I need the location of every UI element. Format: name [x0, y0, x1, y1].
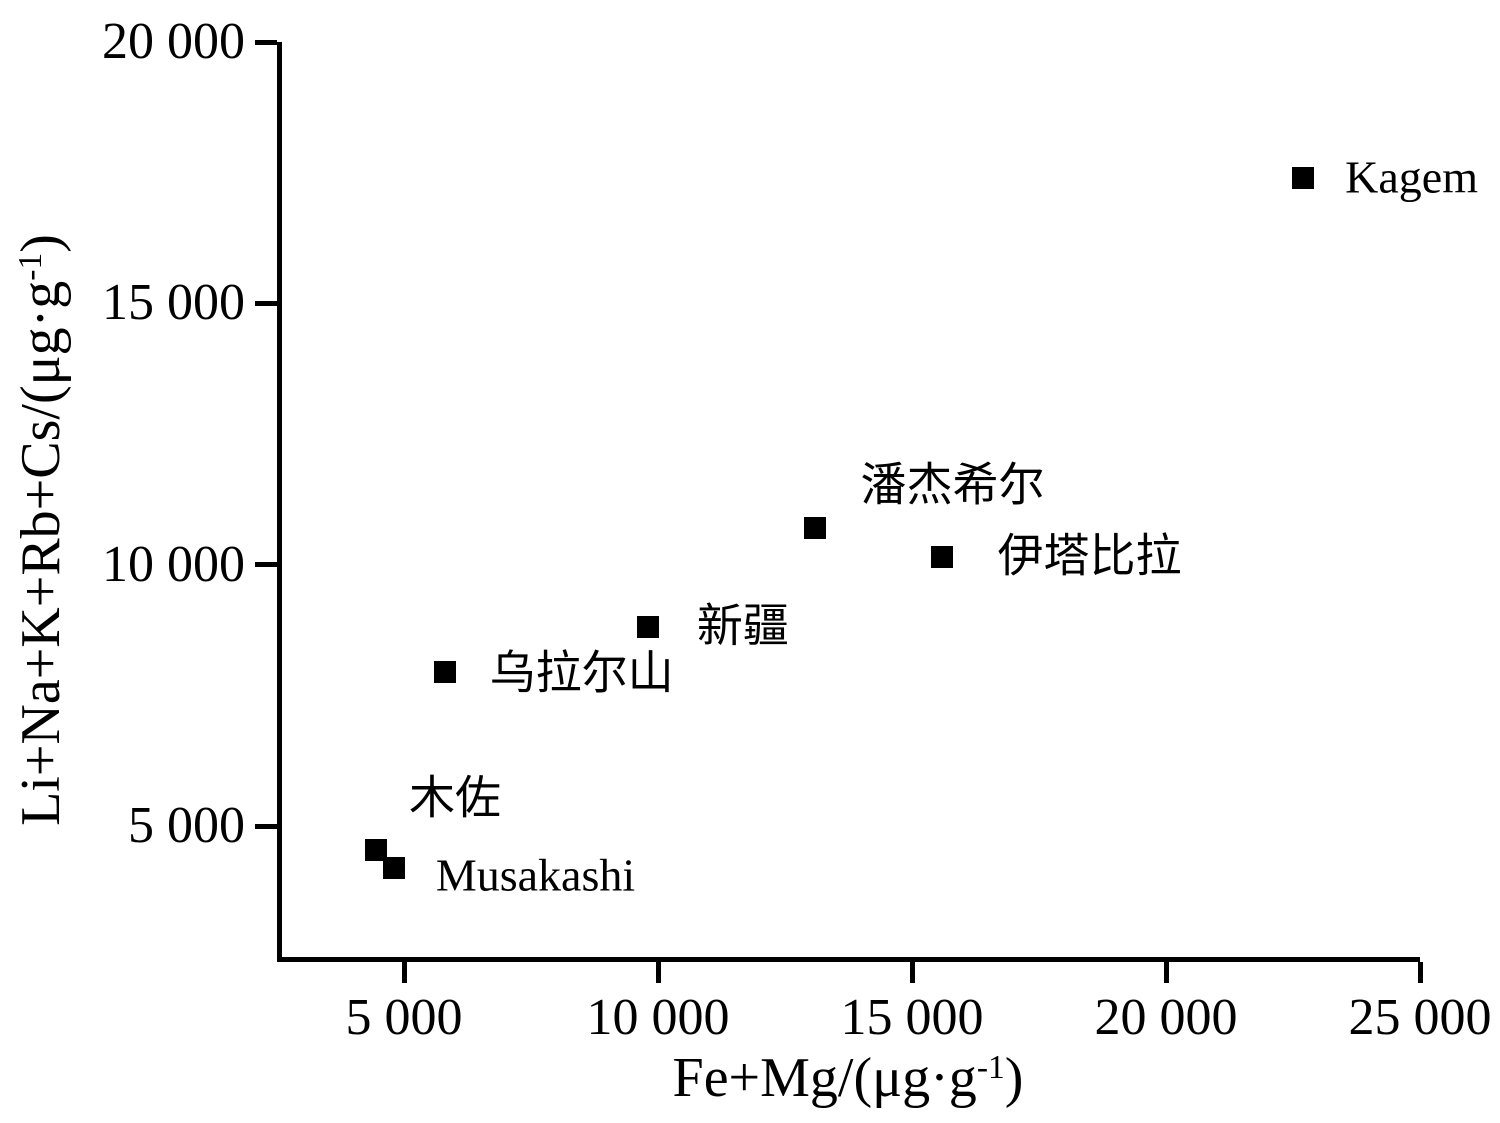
x-axis-tick-label: 25 000	[1348, 989, 1492, 1046]
data-point-marker	[382, 856, 405, 879]
data-point-label: 木佐	[409, 772, 502, 824]
x-axis-title-text: Fe+Mg/(μg·g	[672, 1047, 977, 1109]
x-axis-tick	[1417, 962, 1423, 983]
x-axis-title-superscript: -1	[976, 1048, 1005, 1086]
data-point-marker	[931, 545, 954, 568]
x-axis-tick-label: 10 000	[586, 989, 730, 1046]
data-point-marker	[433, 660, 456, 683]
data-point-marker	[1292, 166, 1315, 189]
data-point-label: 伊塔比拉	[997, 530, 1182, 582]
data-point-marker	[365, 839, 388, 862]
y-axis-tick	[255, 300, 277, 306]
data-point-marker	[636, 616, 659, 639]
y-axis-tick-label: 20 000	[102, 13, 245, 70]
data-point-label: 潘杰希尔	[860, 459, 1045, 511]
x-axis-tick	[909, 962, 915, 983]
x-axis-tick-label: 15 000	[840, 989, 984, 1046]
y-axis-tick-label: 5 000	[128, 797, 245, 855]
y-axis-tick	[255, 562, 277, 568]
x-axis-title-close: )	[1004, 1047, 1024, 1109]
y-axis-title-superscript: -1	[11, 252, 49, 281]
x-axis-tick-label: 20 000	[1094, 989, 1238, 1046]
data-point-label: Musakashi	[435, 849, 636, 901]
y-axis-tick	[255, 823, 277, 829]
y-axis-title-close: )	[10, 234, 73, 253]
x-axis-tick	[401, 962, 407, 983]
x-axis-tick	[1163, 962, 1169, 983]
data-point-label: Kagem	[1345, 151, 1478, 203]
y-axis-tick	[255, 39, 277, 45]
data-point-marker	[804, 517, 827, 540]
data-point-label: 新疆	[696, 601, 789, 653]
data-point-label: 乌拉尔山	[489, 647, 674, 699]
x-axis-tick	[655, 962, 661, 983]
y-axis-tick-label: 15 000	[102, 274, 245, 332]
plot-area	[277, 42, 1420, 962]
x-axis-title: Fe+Mg/(μg·g-1)	[673, 1046, 1024, 1110]
x-axis-tick-label: 5 000	[345, 989, 463, 1046]
y-axis-tick-label: 10 000	[102, 535, 245, 593]
